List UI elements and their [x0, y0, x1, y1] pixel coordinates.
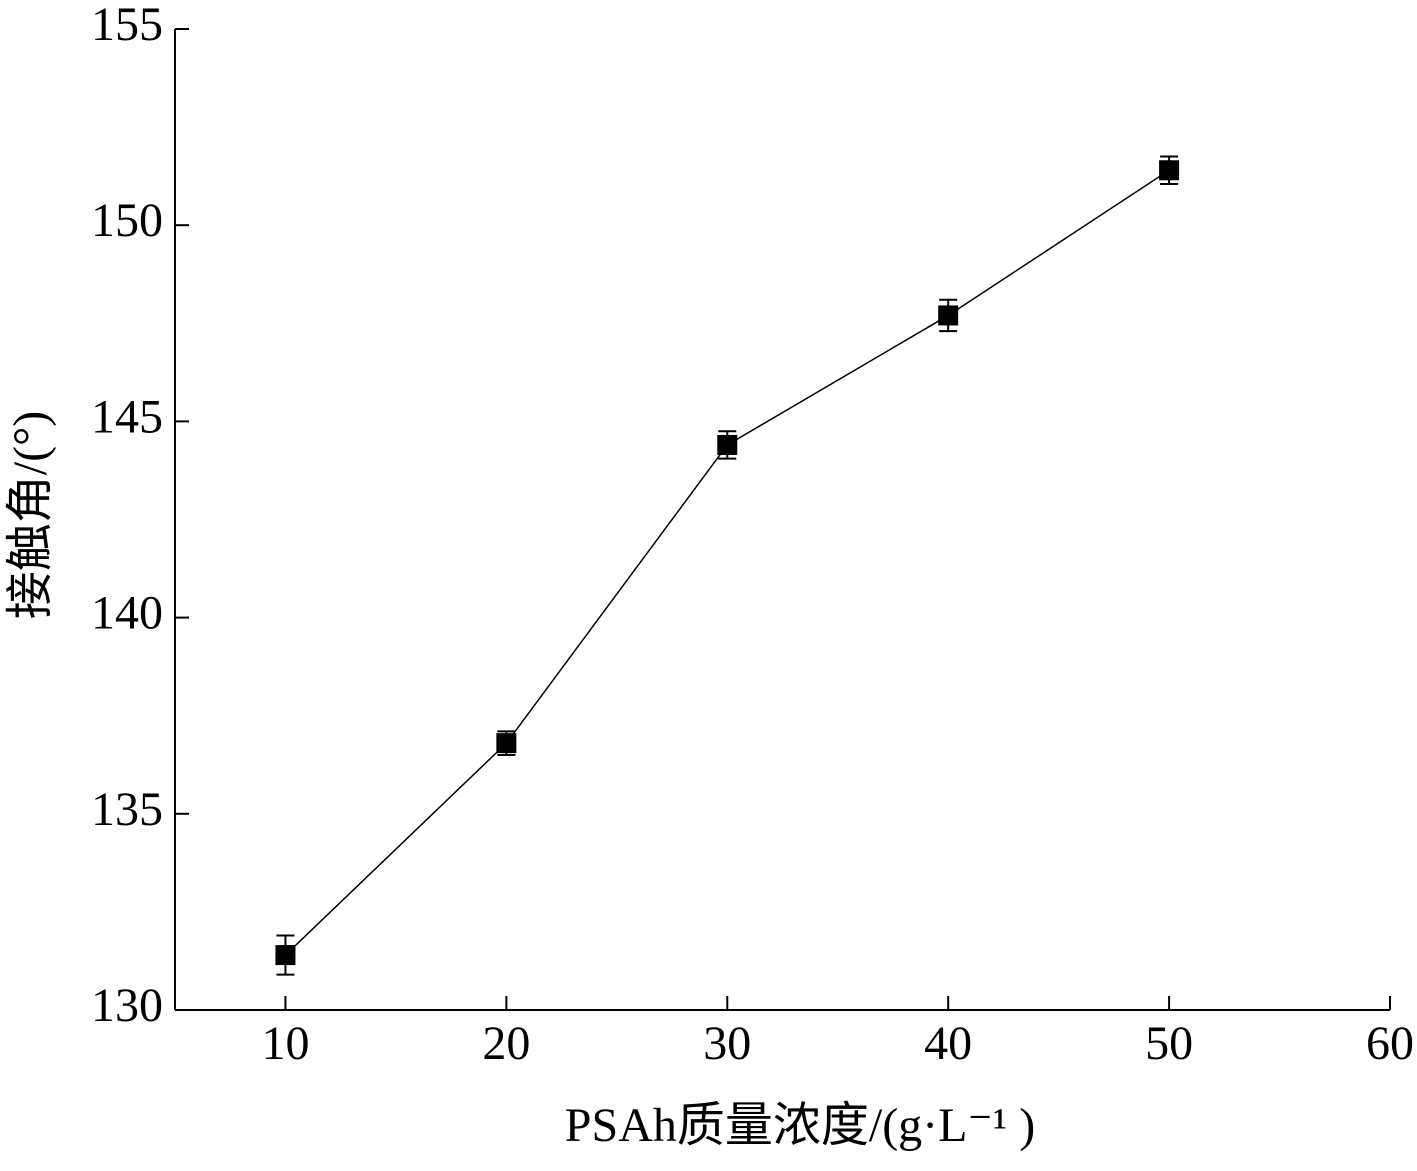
x-tick-label: 10 — [261, 1017, 309, 1070]
x-axis-title: PSAh质量浓度/(g·L⁻¹ ) — [565, 1099, 1035, 1152]
y-tick-label: 145 — [91, 390, 163, 443]
y-tick-label: 150 — [91, 194, 163, 247]
y-tick-label: 130 — [91, 979, 163, 1032]
y-axis-title: 接触角/(°) — [4, 411, 57, 620]
data-line — [284, 169, 1170, 956]
y-tick-label: 155 — [91, 0, 163, 51]
y-tick-label: 140 — [91, 587, 163, 640]
x-tick-label: 50 — [1145, 1017, 1193, 1070]
marker — [938, 305, 959, 326]
x-tick-label: 20 — [482, 1017, 530, 1070]
marker — [717, 434, 738, 455]
marker — [496, 733, 517, 754]
y-tick-label: 135 — [91, 783, 163, 836]
x-tick-label: 40 — [924, 1017, 972, 1070]
x-tick-label: 60 — [1366, 1017, 1414, 1070]
marker — [1159, 160, 1180, 181]
marker — [275, 945, 296, 966]
x-tick-label: 30 — [703, 1017, 751, 1070]
